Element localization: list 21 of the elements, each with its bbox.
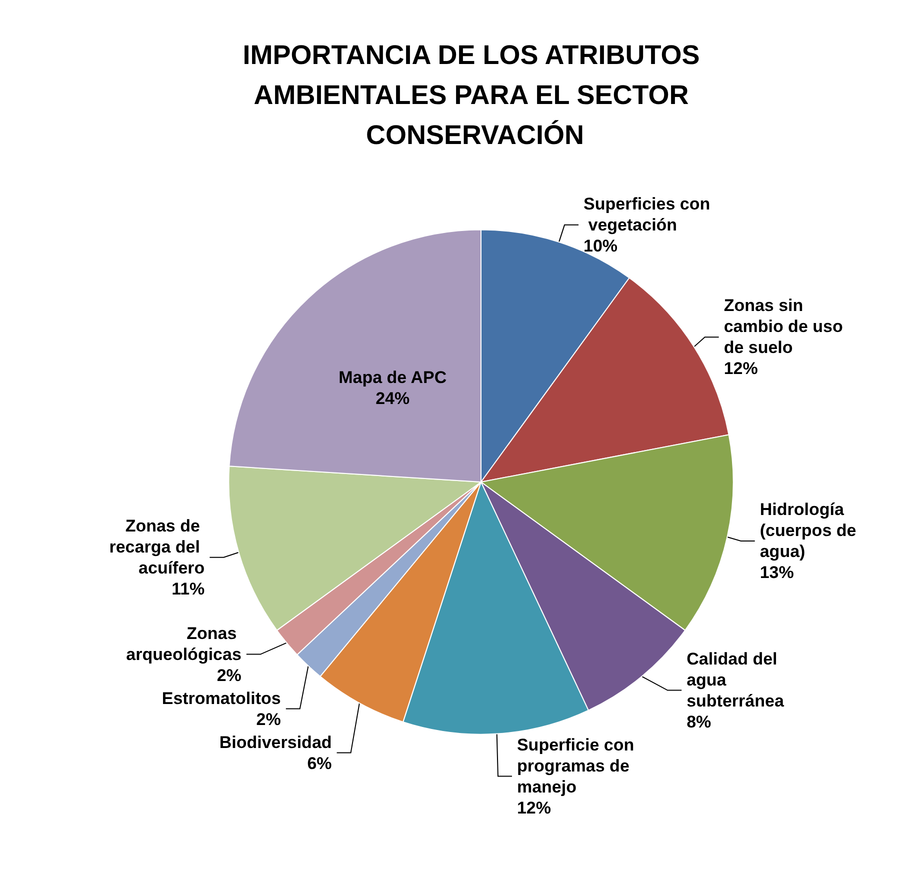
data-label: 24% xyxy=(376,388,410,408)
data-label: 6% xyxy=(307,754,332,773)
slice-label: Superficies con vegetación xyxy=(584,194,710,234)
data-label: 10% xyxy=(584,236,618,256)
slice-label: Superficie con programas de manejo xyxy=(516,735,639,796)
slice-label: Zonas arqueológicas xyxy=(126,624,242,664)
slice-label: Calidad del agua subterránea xyxy=(686,649,784,710)
data-label: 12% xyxy=(724,359,758,378)
data-label: 11% xyxy=(172,579,205,598)
chart-title: IMPORTANCIA DE LOS ATRIBUTOS AMBIENTALES PARA EL SECTOR CONSERVACIÓN xyxy=(242,40,708,150)
slice-label: Estromatolitos xyxy=(162,688,281,708)
slice-label: Biodiversidad xyxy=(219,732,332,752)
slice-label: Zonas de recarga del acuífero xyxy=(109,516,205,578)
slice-label: Mapa de APC xyxy=(338,368,447,387)
data-label: 13% xyxy=(760,562,794,582)
data-label: 8% xyxy=(686,712,712,732)
slice-label: Zonas sin cambio de uso de suelo xyxy=(724,296,848,358)
data-label: 2% xyxy=(256,710,281,729)
data-label: 2% xyxy=(216,666,242,685)
slice-label: Hidrología (cuerpos de agua) xyxy=(760,500,861,561)
data-label: 12% xyxy=(516,798,552,818)
